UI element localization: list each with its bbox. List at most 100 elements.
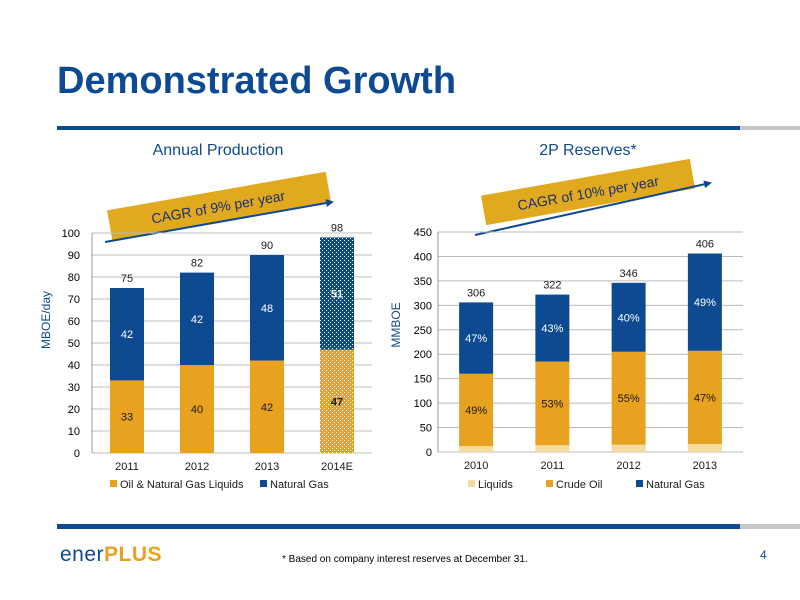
logo-text-plus: PLUS — [104, 543, 163, 566]
production-legend-swatch — [260, 480, 267, 487]
reserves-cagr-banner: CAGR of 10% per year — [481, 158, 695, 226]
production-legend-swatch — [110, 480, 117, 487]
production-bar-segment — [110, 288, 144, 381]
production-segment-label: 47 — [331, 396, 343, 408]
reserves-bar-segment — [611, 444, 646, 452]
reserves-y-tick-label: 300 — [414, 300, 432, 312]
reserves-chart-title: 2P Reserves* — [539, 142, 637, 159]
reserves-bar-segment — [687, 350, 722, 445]
footer-rule-accent — [740, 524, 800, 529]
reserves-y-tick-label: 400 — [414, 251, 432, 263]
reserves-legend-swatch — [546, 480, 553, 487]
production-chart: Annual Production CAGR of 9% per year MB… — [39, 142, 372, 491]
production-total-label: 98 — [331, 222, 343, 234]
production-segment-label: 48 — [261, 303, 273, 315]
production-y-tick-label: 100 — [62, 228, 80, 240]
reserves-total-label: 306 — [467, 287, 485, 299]
production-y-ticks: 0 10 20 30 40 50 60 70 80 90 100 — [62, 228, 80, 460]
production-y-tick-label: 10 — [68, 426, 80, 438]
title-rule — [57, 126, 740, 130]
reserves-segment-label: 53% — [541, 398, 563, 410]
reserves-x-tick-label: 2012 — [616, 460, 640, 472]
production-segment-label: 33 — [121, 412, 133, 424]
reserves-bar-segment — [459, 446, 494, 452]
reserves-bar-segment — [535, 361, 570, 446]
production-bars — [110, 237, 354, 453]
reserves-legend-label: Liquids — [478, 479, 513, 491]
production-bar-segment — [180, 272, 214, 365]
production-segment-label: 42 — [191, 314, 203, 326]
reserves-segment-label: 55% — [618, 393, 640, 405]
production-legend: Oil & Natural Gas Liquids Natural Gas — [110, 479, 329, 491]
production-y-tick-label: 30 — [68, 382, 80, 394]
production-segment-label: 42 — [261, 402, 273, 414]
title-rule-accent — [740, 126, 800, 130]
reserves-bar-segment — [459, 373, 494, 447]
reserves-bar-segment — [535, 445, 570, 452]
production-y-tick-label: 60 — [68, 316, 80, 328]
reserves-bar-segment — [687, 444, 722, 452]
reserves-bars — [459, 253, 722, 452]
reserves-y-ticks: 0 50 100 150 200 250 300 350 400 450 — [414, 227, 432, 459]
reserves-bar-segment — [459, 302, 494, 374]
production-bar-segment — [250, 360, 284, 453]
reserves-segment-label: 43% — [541, 323, 563, 335]
production-bar-segment — [320, 237, 354, 350]
reserves-total-label: 322 — [543, 280, 561, 292]
production-growth-arrow — [104, 199, 334, 243]
logo-text-ener: ener — [60, 543, 105, 566]
production-bar-segment — [110, 380, 144, 453]
production-y-tick-label: 0 — [74, 448, 80, 460]
production-total-label: 75 — [121, 273, 133, 285]
production-segment-label: 51 — [331, 289, 343, 301]
reserves-y-tick-label: 450 — [414, 227, 432, 239]
reserves-bar-segment — [535, 294, 570, 362]
production-x-tick-label: 2012 — [185, 461, 209, 473]
reserves-x-tick-label: 2011 — [541, 460, 565, 472]
production-x-tick-label: 2011 — [115, 461, 139, 473]
reserves-legend-label: Crude Oil — [556, 479, 602, 491]
production-bar-segment — [250, 255, 284, 361]
production-bar-segment — [320, 349, 354, 453]
production-total-label: 82 — [191, 258, 203, 270]
production-x-tick-label: 2014E — [321, 461, 353, 473]
reserves-segment-label: 40% — [618, 312, 640, 324]
slide-title: Demonstrated Growth — [57, 60, 457, 102]
reserves-x-tick-label: 2013 — [693, 460, 717, 472]
production-value-labels: 33 42 75 40 42 82 42 48 90 47 51 98 — [121, 222, 343, 423]
reserves-y-tick-label: 250 — [414, 325, 432, 337]
reserves-segment-label: 49% — [465, 405, 487, 417]
production-y-tick-label: 80 — [68, 272, 80, 284]
reserves-y-axis-label: MMBOE — [389, 302, 403, 347]
production-x-tick-label: 2013 — [255, 461, 279, 473]
footer-rule — [57, 524, 740, 529]
reserves-legend-label: Natural Gas — [646, 479, 705, 491]
reserves-total-label: 406 — [696, 239, 714, 251]
reserves-x-ticks: 2010 2011 2012 2013 — [464, 460, 717, 472]
reserves-segment-label: 49% — [694, 297, 716, 309]
reserves-y-tick-label: 100 — [414, 398, 432, 410]
production-cagr-banner-box — [107, 171, 331, 240]
reserves-total-label: 346 — [619, 268, 637, 280]
production-cagr-banner: CAGR of 9% per year — [107, 171, 331, 240]
reserves-y-tick-label: 150 — [414, 374, 432, 386]
enerplus-logo: enerPLUS — [60, 543, 162, 567]
reserves-legend-swatch — [468, 480, 475, 487]
production-y-tick-label: 40 — [68, 360, 80, 372]
footnote: * Based on company interest reserves at … — [282, 554, 528, 565]
production-y-axis-label: MBOE/day — [39, 291, 53, 349]
reserves-cagr-banner-box — [481, 158, 695, 226]
production-total-label: 90 — [261, 240, 273, 252]
production-y-tick-label: 70 — [68, 294, 80, 306]
reserves-bar-segment — [687, 253, 722, 351]
production-y-tick-label: 50 — [68, 338, 80, 350]
production-legend-label: Oil & Natural Gas Liquids — [120, 479, 244, 491]
reserves-value-labels: 49% 47% 306 53% 43% 322 55% 40% 346 47% 49% 406 — [465, 239, 716, 417]
reserves-y-tick-label: 0 — [426, 447, 432, 459]
reserves-y-tick-label: 50 — [420, 423, 432, 435]
production-segment-label: 42 — [121, 329, 133, 341]
production-chart-title: Annual Production — [153, 142, 284, 159]
reserves-legend-swatch — [636, 480, 643, 487]
production-y-tick-label: 20 — [68, 404, 80, 416]
